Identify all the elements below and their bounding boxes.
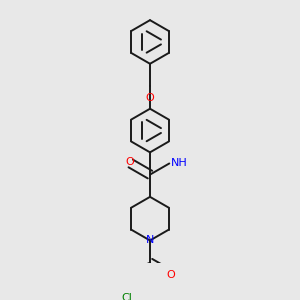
Text: N: N bbox=[146, 236, 154, 245]
Text: NH: NH bbox=[171, 158, 188, 169]
Text: O: O bbox=[125, 157, 134, 167]
Text: O: O bbox=[166, 270, 175, 280]
Text: O: O bbox=[146, 93, 154, 103]
Text: Cl: Cl bbox=[121, 293, 132, 300]
